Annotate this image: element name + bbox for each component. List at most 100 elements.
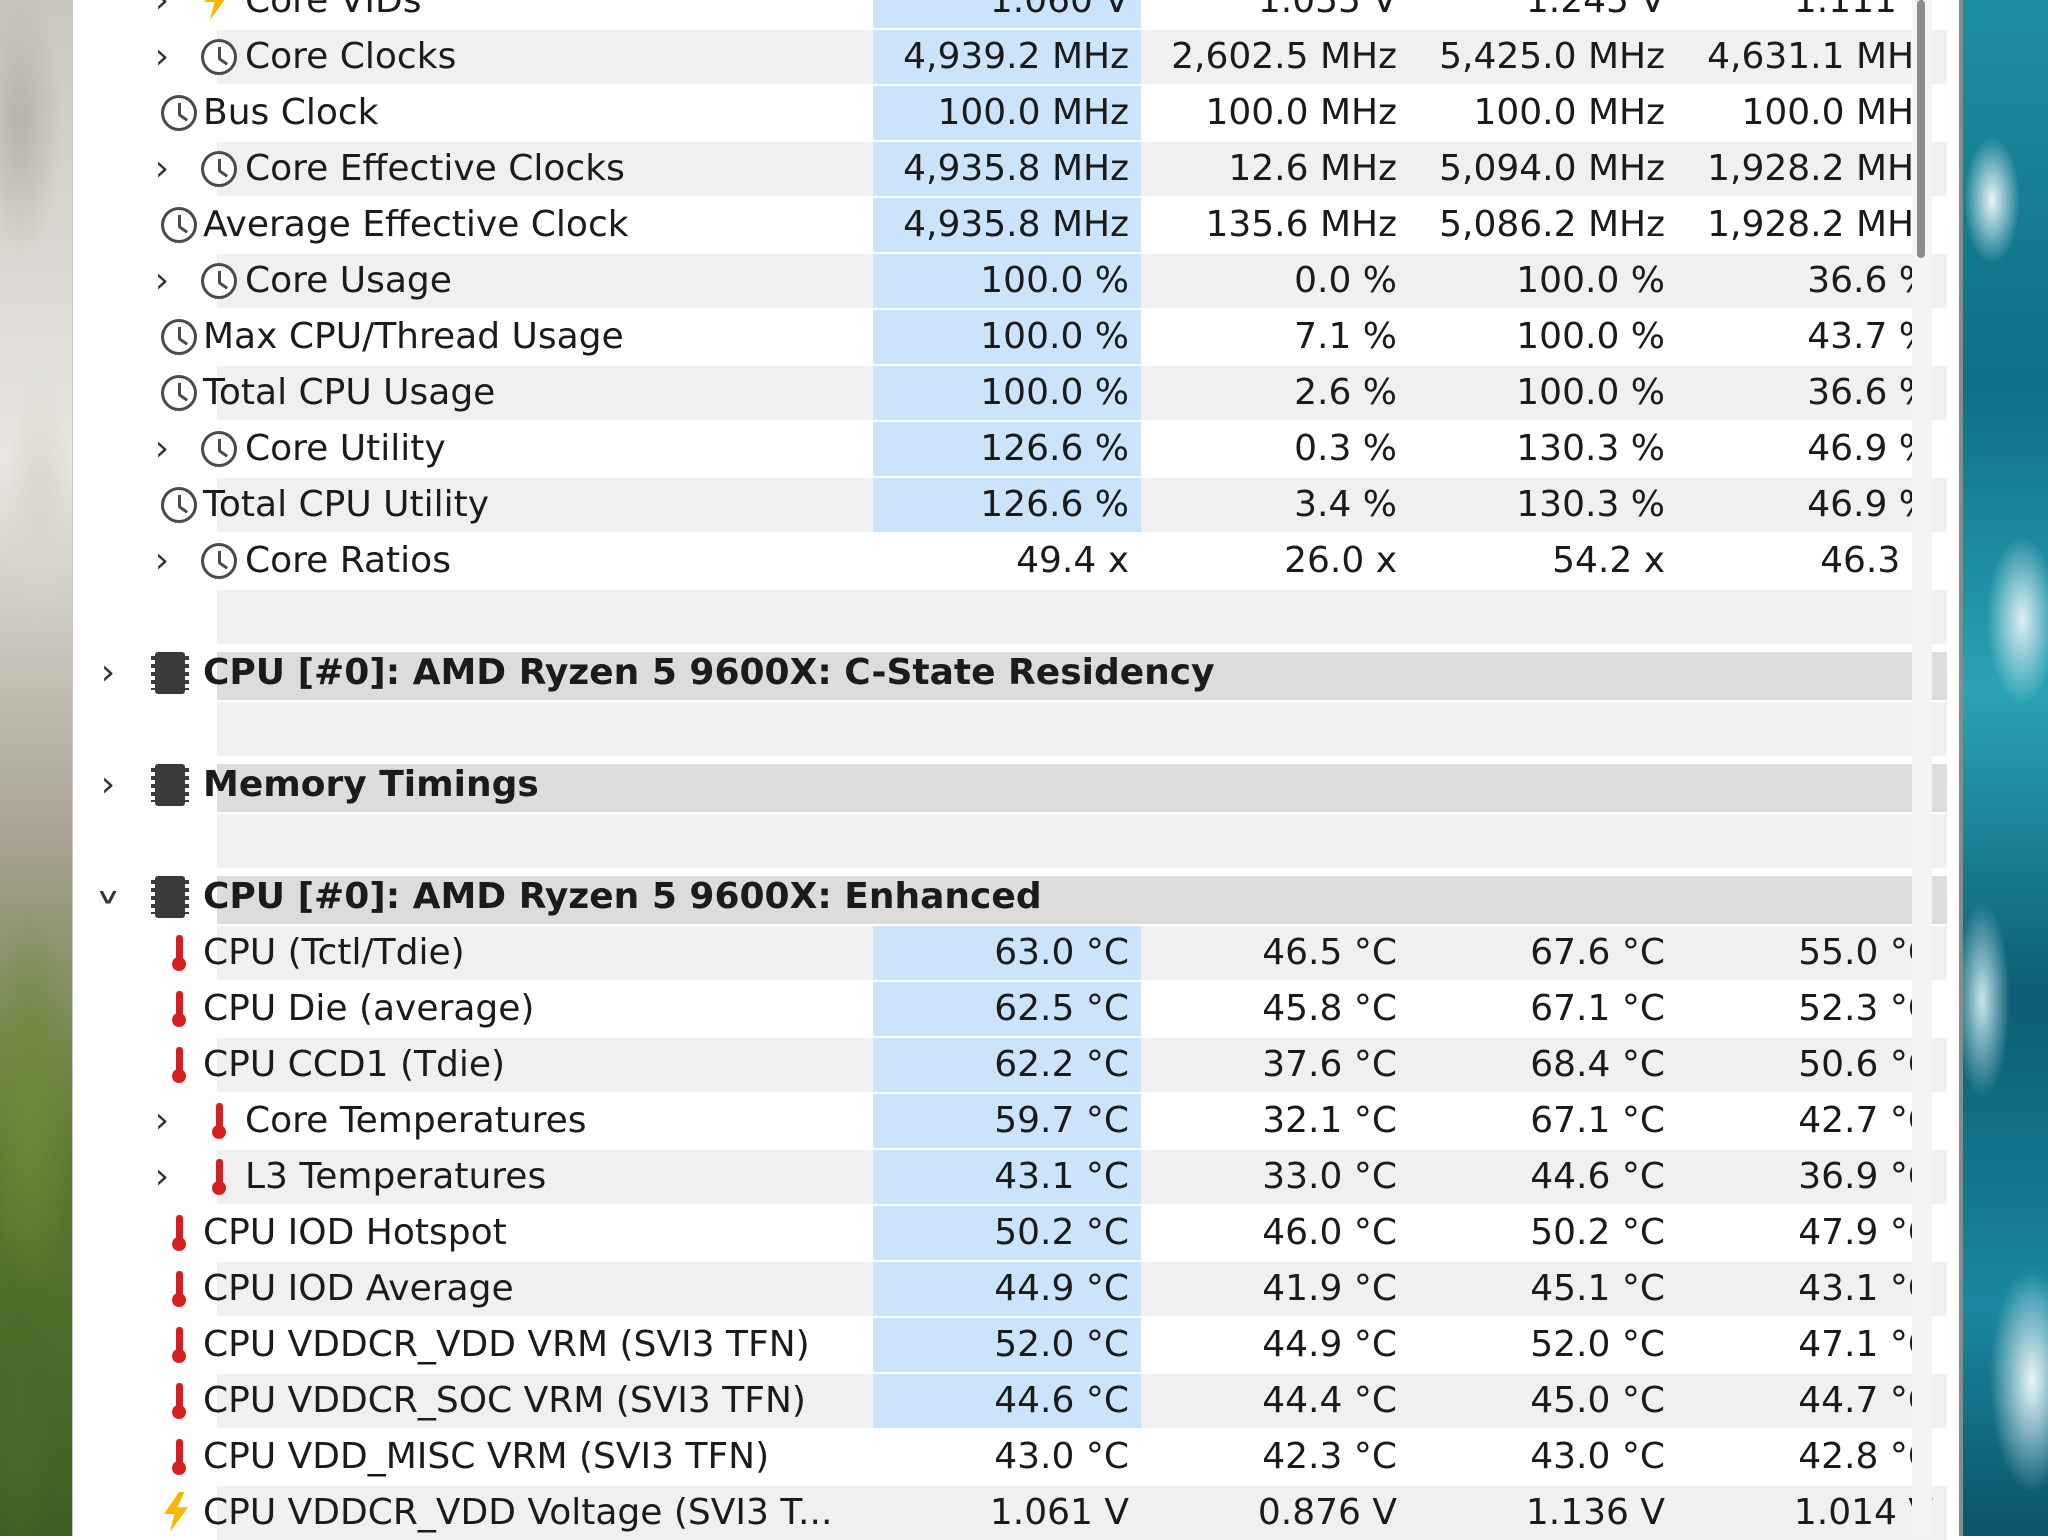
- maximum-value: 5,086.2 MHz: [1439, 204, 1665, 245]
- current-value-highlight: [873, 30, 1141, 84]
- current-value-highlight: [873, 1262, 1141, 1316]
- hwinfo-sensors-window: › Core VIDs 1.060 V 1.055 V 1.245 V 1.111 V › C…: [72, 0, 1963, 1540]
- sensor-label: Core Clocks: [245, 36, 457, 77]
- expand-chevron-icon[interactable]: ›: [154, 1156, 170, 1197]
- section-title: CPU [#0]: AMD Ryzen 5 9600X: C-State Res…: [203, 652, 1215, 693]
- sensor-row[interactable]: CPU VDDCR_VDD VRM (SVI3 TFN) 52.0 °C 44.9 …: [73, 1318, 1963, 1372]
- sensor-row[interactable]: Max CPU/Thread Usage 100.0 % 7.1 % 100.0 % 4…: [73, 310, 1963, 364]
- sensor-label: CPU VDDCR_SOC VRM (SVI3 TFN): [203, 1380, 806, 1421]
- average-value: 46.3 x: [1820, 540, 1933, 581]
- minimum-value: 0.876 V: [1257, 1492, 1397, 1533]
- sensor-row[interactable]: Total CPU Usage 100.0 % 2.6 % 100.0 % 36.6 %: [73, 366, 1963, 420]
- row-background: [217, 876, 1947, 924]
- current-value-highlight: [873, 254, 1141, 308]
- clock-icon: [161, 95, 197, 131]
- sensor-row[interactable]: CPU VDDCR_VDD Voltage (SVI3 T... 1.061 V 0…: [73, 1486, 1963, 1540]
- minimum-value: 44.9 °C: [1262, 1324, 1397, 1365]
- sensor-label: CPU Die (average): [203, 988, 535, 1029]
- sensor-row[interactable]: › Core Ratios 49.4 x 26.0 x 54.2 x 46.3 x: [73, 534, 1963, 588]
- current-value-highlight: [873, 982, 1141, 1036]
- current-value-highlight: [873, 478, 1141, 532]
- current-value: 1.061 V: [989, 1492, 1129, 1533]
- average-value: 43.7 %: [1807, 316, 1933, 357]
- sensor-label: Core Utility: [245, 428, 446, 469]
- average-value: 43.1 °C: [1798, 1268, 1933, 1309]
- section-header-row[interactable]: › CPU [#0]: AMD Ryzen 5 9600X: C-State Re…: [73, 646, 1963, 700]
- sensor-label: Total CPU Utility: [203, 484, 490, 525]
- sensor-row[interactable]: › Core Temperatures 59.7 °C 32.1 °C 67.1 °C 4…: [73, 1094, 1963, 1148]
- minimum-value: 3.4 %: [1294, 484, 1397, 525]
- expand-chevron-icon[interactable]: ›: [154, 1100, 170, 1141]
- sensor-label: CPU IOD Hotspot: [203, 1212, 507, 1253]
- sensor-row[interactable]: CPU Die (average) 62.5 °C 45.8 °C 67.1 °C 52…: [73, 982, 1963, 1036]
- sensor-row[interactable]: › Core Usage 100.0 % 0.0 % 100.0 % 36.6 %: [73, 254, 1963, 308]
- desktop-wallpaper-right: [1962, 0, 2048, 1536]
- thermometer-icon: [161, 1215, 197, 1251]
- minimum-value: 12.6 MHz: [1228, 148, 1397, 189]
- expand-chevron-icon[interactable]: ›: [154, 428, 170, 469]
- sensor-row[interactable]: CPU IOD Hotspot 50.2 °C 46.0 °C 50.2 °C 47.9…: [73, 1206, 1963, 1260]
- sensor-row[interactable]: › Core Clocks 4,939.2 MHz 2,602.5 MHz 5,425.…: [73, 30, 1963, 84]
- expand-chevron-icon[interactable]: ›: [154, 540, 170, 581]
- thermometer-icon: [161, 1439, 197, 1475]
- sensor-row[interactable]: › Core VIDs 1.060 V 1.055 V 1.245 V 1.111 V: [73, 0, 1963, 28]
- maximum-value: 5,094.0 MHz: [1439, 148, 1665, 189]
- current-value: 126.6 %: [980, 428, 1129, 469]
- sensor-row[interactable]: CPU CCD1 (Tdie) 62.2 °C 37.6 °C 68.4 °C 50.6…: [73, 1038, 1963, 1092]
- row-background: [217, 814, 1947, 868]
- expand-chevron-icon[interactable]: ›: [100, 764, 116, 805]
- maximum-value: 50.2 °C: [1530, 1212, 1665, 1253]
- sensor-row[interactable]: Bus Clock 100.0 MHz 100.0 MHz 100.0 MHz 100.…: [73, 86, 1963, 140]
- sensor-label: CPU (Tctl/Tdie): [203, 932, 465, 973]
- average-value: 47.9 °C: [1798, 1212, 1933, 1253]
- sensor-row[interactable]: Average Effective Clock 4,935.8 MHz 135.6 …: [73, 198, 1963, 252]
- current-value: 4,939.2 MHz: [903, 36, 1129, 77]
- average-value: 36.6 %: [1807, 372, 1933, 413]
- current-value-highlight: [873, 1206, 1141, 1260]
- row-background: [217, 764, 1947, 812]
- sensor-row[interactable]: › Core Effective Clocks 4,935.8 MHz 12.6 MH…: [73, 142, 1963, 196]
- section-header-row[interactable]: ∨ CPU [#0]: AMD Ryzen 5 9600X: Enhanced: [73, 870, 1963, 924]
- scrollbar-thumb[interactable]: [1917, 0, 1925, 258]
- average-value: 50.6 °C: [1798, 1044, 1933, 1085]
- maximum-value: 45.1 °C: [1530, 1268, 1665, 1309]
- minimum-value: 46.0 °C: [1262, 1212, 1397, 1253]
- sensor-label: CPU VDDCR_VDD Voltage (SVI3 T...: [203, 1492, 833, 1533]
- current-value: 100.0 MHz: [937, 92, 1129, 133]
- clock-icon: [201, 263, 237, 299]
- average-value: 55.0 °C: [1798, 932, 1933, 973]
- expand-chevron-icon[interactable]: ›: [154, 148, 170, 189]
- thermometer-icon: [161, 991, 197, 1027]
- minimum-value: 32.1 °C: [1262, 1100, 1397, 1141]
- expand-chevron-icon[interactable]: ›: [154, 260, 170, 301]
- current-value-highlight: [873, 86, 1141, 140]
- sensor-row[interactable]: CPU (Tctl/Tdie) 63.0 °C 46.5 °C 67.6 °C 55.0…: [73, 926, 1963, 980]
- sensor-row[interactable]: CPU VDD_MISC VRM (SVI3 TFN) 43.0 °C 42.3 °…: [73, 1430, 1963, 1484]
- clock-icon: [201, 431, 237, 467]
- current-value: 62.5 °C: [994, 988, 1129, 1029]
- current-value: 4,935.8 MHz: [903, 148, 1129, 189]
- average-value: 100.0 MHz: [1741, 92, 1933, 133]
- expand-chevron-icon[interactable]: ›: [154, 0, 170, 21]
- sensor-row[interactable]: › L3 Temperatures 43.1 °C 33.0 °C 44.6 °C 36.…: [73, 1150, 1963, 1204]
- current-value-highlight: [873, 1038, 1141, 1092]
- vertical-scrollbar[interactable]: [1912, 0, 1932, 1536]
- row-background: [217, 652, 1947, 700]
- current-value: 52.0 °C: [994, 1324, 1129, 1365]
- expand-chevron-icon[interactable]: ›: [100, 652, 116, 693]
- clock-icon: [161, 319, 197, 355]
- sensor-row[interactable]: CPU VDDCR_SOC VRM (SVI3 TFN) 44.6 °C 44.4 …: [73, 1374, 1963, 1428]
- clock-icon: [161, 207, 197, 243]
- maximum-value: 100.0 %: [1516, 260, 1665, 301]
- current-value: 100.0 %: [980, 316, 1129, 357]
- sensor-row[interactable]: Total CPU Utility 126.6 % 3.4 % 130.3 % 46.9…: [73, 478, 1963, 532]
- section-header-row[interactable]: › Memory Timings: [73, 758, 1963, 812]
- expand-chevron-icon[interactable]: ›: [154, 36, 170, 77]
- minimum-value: 100.0 MHz: [1205, 92, 1397, 133]
- current-value-highlight: [873, 0, 1141, 28]
- minimum-value: 46.5 °C: [1262, 932, 1397, 973]
- sensor-label: L3 Temperatures: [245, 1156, 547, 1197]
- collapse-chevron-icon[interactable]: ∨: [94, 884, 122, 909]
- sensor-row[interactable]: › Core Utility 126.6 % 0.3 % 130.3 % 46.9 %: [73, 422, 1963, 476]
- sensor-row[interactable]: CPU IOD Average 44.9 °C 41.9 °C 45.1 °C 43.1…: [73, 1262, 1963, 1316]
